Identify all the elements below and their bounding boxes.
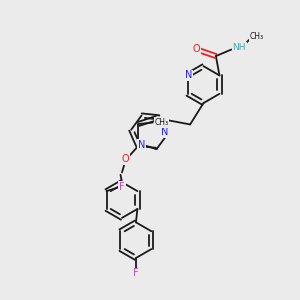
Text: N: N (137, 140, 145, 150)
Text: N: N (185, 70, 193, 80)
Text: O: O (122, 154, 129, 164)
Text: F: F (119, 182, 125, 192)
Text: NH: NH (232, 43, 246, 52)
Text: CH₃: CH₃ (154, 118, 169, 127)
Text: F: F (133, 268, 139, 278)
Text: N: N (160, 127, 168, 137)
Text: CH₃: CH₃ (249, 32, 263, 41)
Text: O: O (192, 44, 200, 54)
